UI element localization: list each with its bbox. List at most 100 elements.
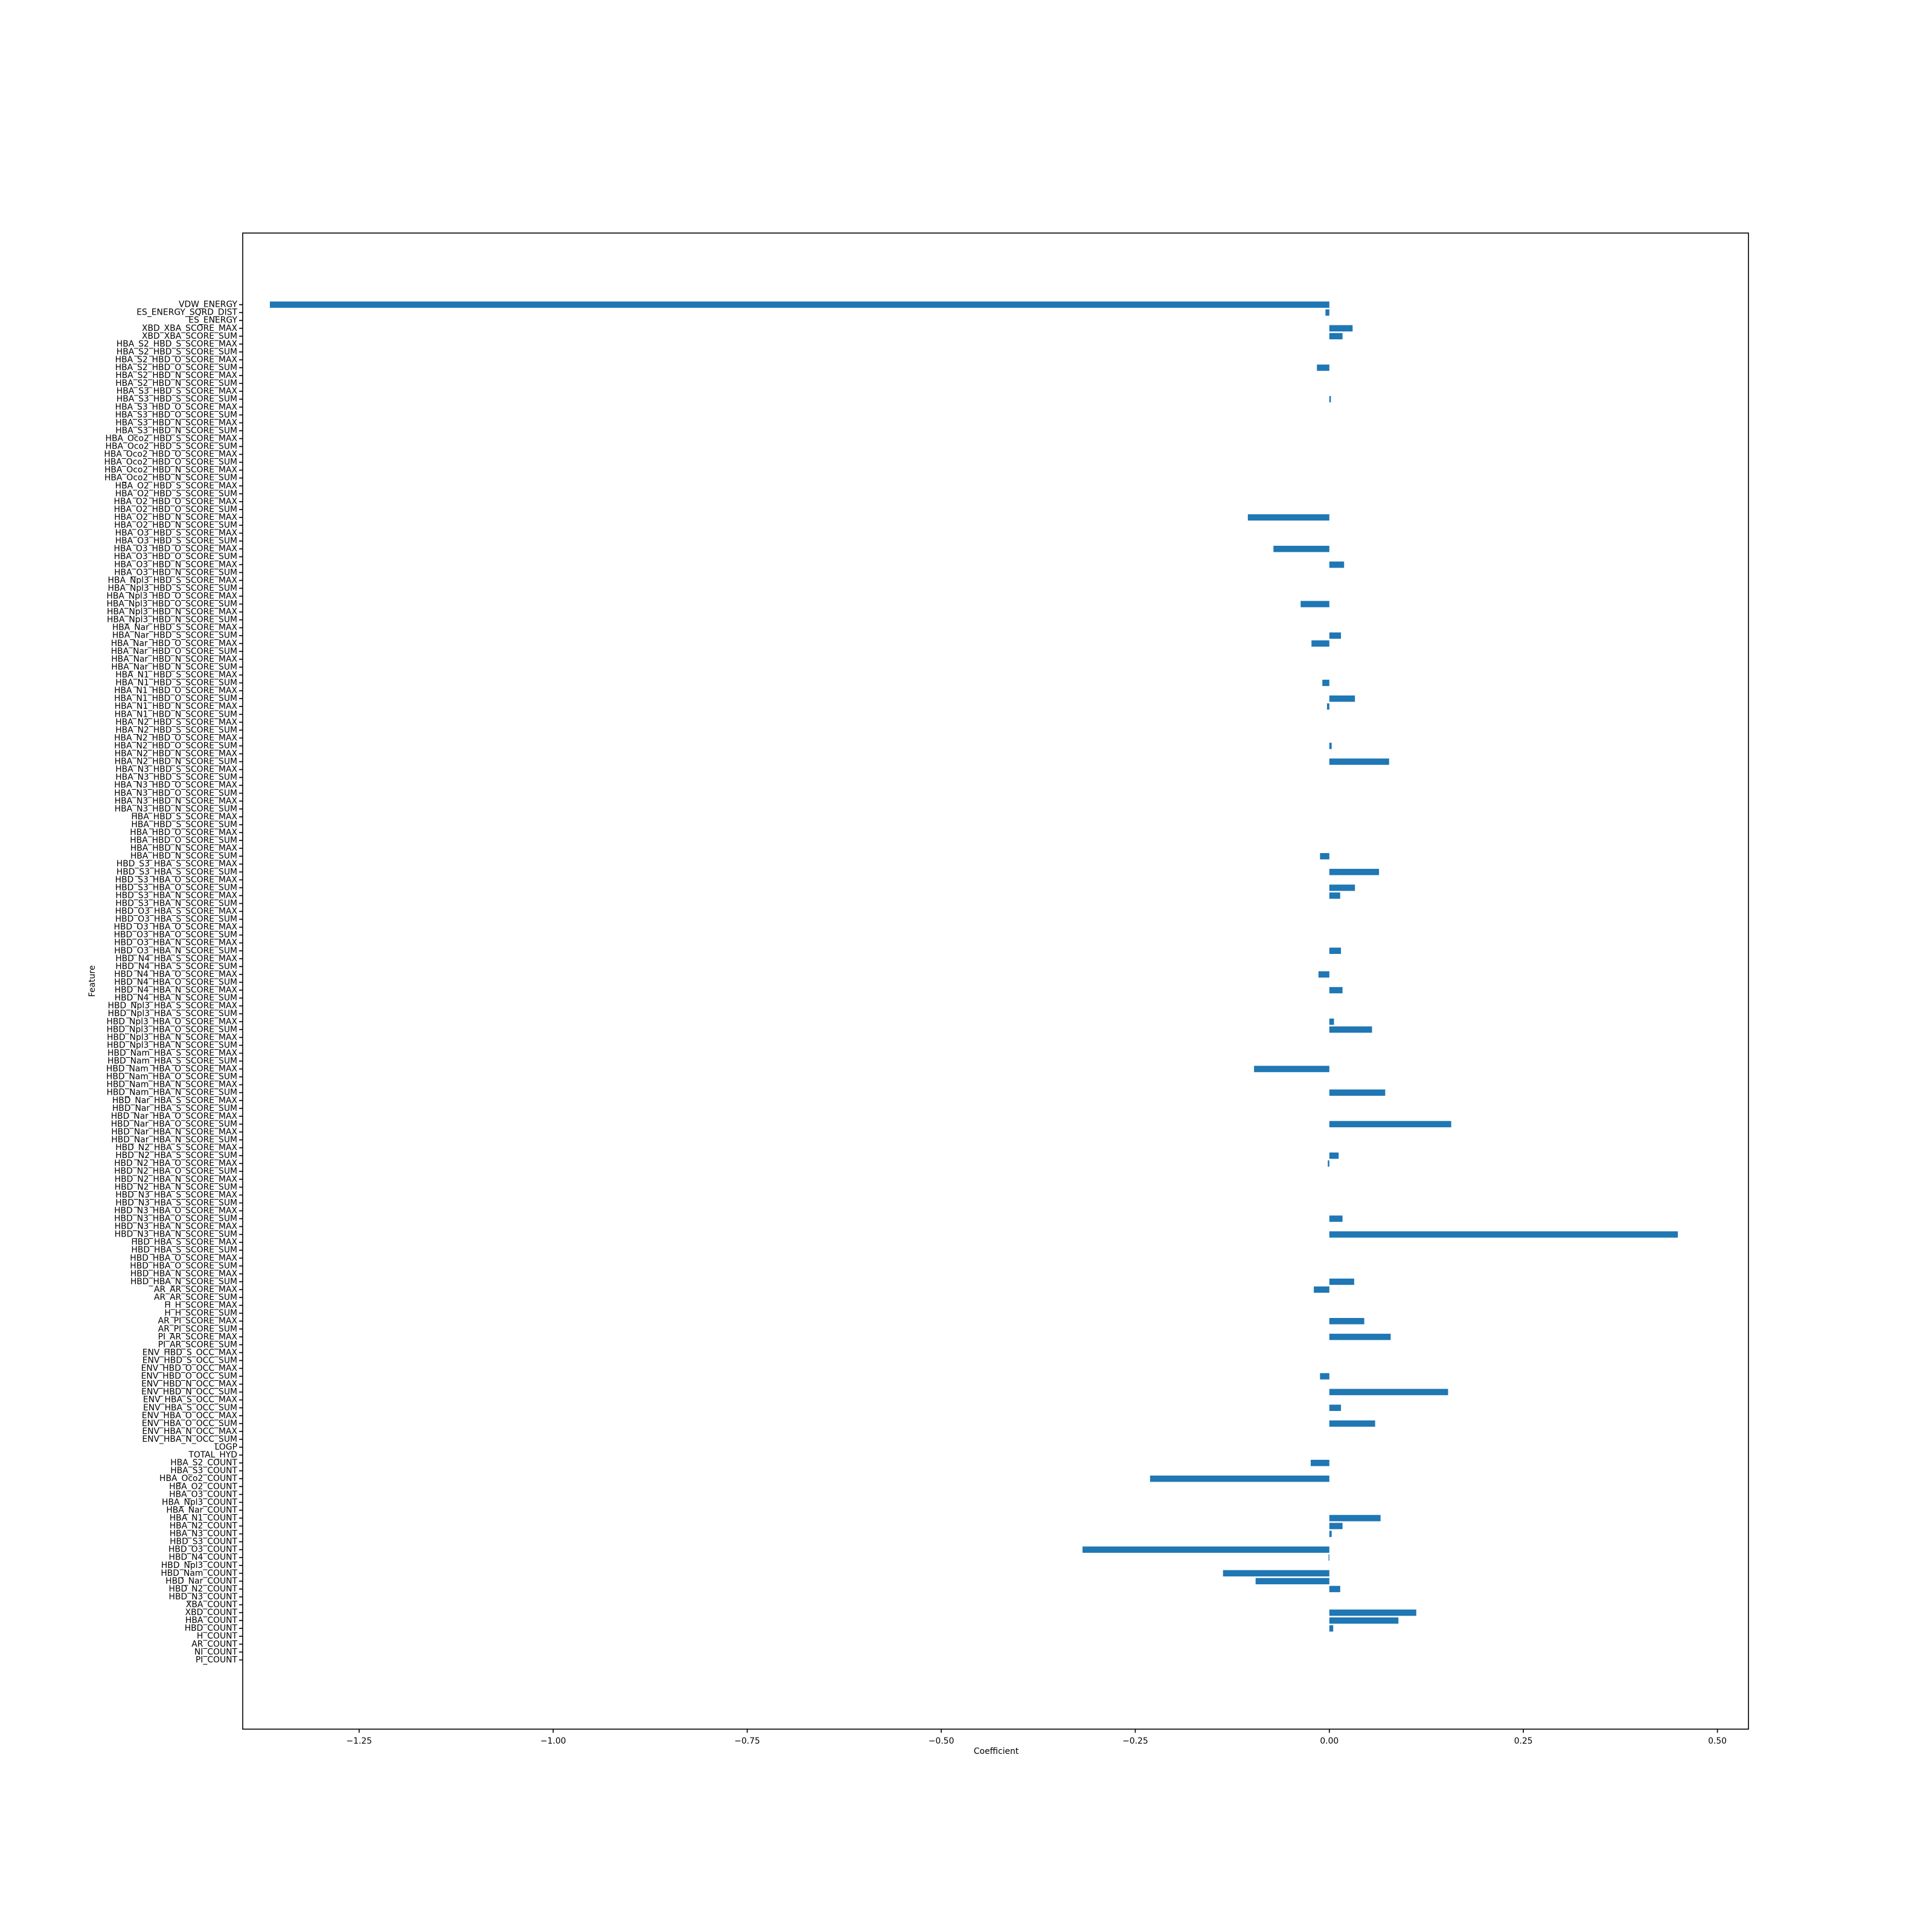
- bar-env-hba-o-occ-sum: [1329, 1420, 1375, 1427]
- y-tick-label: HBD_N3_HBA_N_SCORE_MAX: [115, 1222, 238, 1232]
- y-tick-label: NI_COUNT: [194, 1647, 238, 1657]
- y-tick-label: HBA_Npl3_HBD_N_SCORE_MAX: [107, 607, 238, 617]
- y-tick-label: HBA_S3_HBD_N_SCORE_MAX: [115, 418, 237, 427]
- y-tick-label: ENV_HBD_N_OCC_SUM: [141, 1387, 237, 1397]
- y-tick-label: HBA_S2_COUNT: [170, 1458, 237, 1468]
- y-tick-label: HBA_HBD_N_SCORE_MAX: [130, 843, 238, 853]
- y-tick-label: HBD_S3_HBA_O_SCORE_MAX: [115, 875, 238, 884]
- bar-hbd-n4-hba-o-score-max: [1318, 971, 1329, 978]
- y-tick-label: HBA_O2_HBD_O_SCORE_MAX: [114, 497, 238, 507]
- y-tick-label: HBA_N1_HBD_O_SCORE_SUM: [114, 694, 237, 703]
- y-tick-label: ENV_HBA_N_OCC_SUM: [142, 1435, 237, 1444]
- y-tick-label: HBA_N1_HBD_N_SCORE_SUM: [115, 709, 237, 719]
- y-tick-label: HBA_Oco2_HBD_S_SCORE_MAX: [106, 433, 238, 443]
- y-tick-label: HBA_Npl3_HBD_S_SCORE_SUM: [108, 583, 237, 593]
- y-tick-label: HBA_HBD_O_SCORE_SUM: [130, 836, 237, 845]
- y-tick-label: HBD_O3_HBA_S_SCORE_SUM: [115, 915, 237, 924]
- y-tick-label: HBD_Nar_HBA_O_SCORE_MAX: [111, 1112, 238, 1121]
- y-tick-label: HBD_N3_HBA_O_SCORE_MAX: [114, 1206, 237, 1215]
- y-tick-label: HBD_N3_COUNT: [169, 1592, 238, 1602]
- y-tick-label: ENV_HBA_O_OCC_SUM: [142, 1419, 237, 1428]
- y-tick-label: HBD_N2_HBA_O_SCORE_MAX: [114, 1159, 237, 1168]
- bar-es-energy-sqrd-dist: [1325, 309, 1329, 316]
- y-tick-label: HBD_Npl3_HBA_N_SCORE_SUM: [107, 1040, 237, 1050]
- y-tick-label: PI_AR_SCORE_SUM: [158, 1340, 237, 1349]
- bar-xbd-xba-score-max: [1329, 325, 1353, 331]
- y-tick-label: HBD_S3_HBA_O_SCORE_SUM: [115, 883, 237, 892]
- bar-hbd-npl3-hba-o-score-sum: [1329, 1026, 1372, 1033]
- bar-xbd-count: [1329, 1609, 1416, 1616]
- bar-hbd-nam-count: [1223, 1570, 1329, 1577]
- bar-hba-n1-hbd-o-score-sum: [1329, 695, 1355, 702]
- bar-hba-nar-hbd-o-score-max: [1311, 640, 1329, 647]
- bar-hba-s3-hbd-s-score-sum: [1329, 395, 1331, 403]
- x-tick-label: −0.50: [929, 1736, 955, 1746]
- y-tick-label: HBD_N4_HBA_N_SCORE_MAX: [115, 985, 238, 995]
- y-tick-label: ENV_HBD_N_OCC_MAX: [141, 1380, 237, 1389]
- y-tick-label: VDW_ENERGY: [179, 300, 238, 310]
- x-tick-label: −1.00: [540, 1736, 566, 1746]
- y-tick-label: HBA_N3_HBD_N_SCORE_SUM: [115, 804, 237, 814]
- y-tick-label: HBD_HBA_N_SCORE_MAX: [130, 1269, 238, 1279]
- y-tick-label: HBD_N3_HBA_S_SCORE_SUM: [115, 1198, 237, 1208]
- bar-hbd-nar-count: [1255, 1578, 1329, 1585]
- bar-hba-n2-hbd-n-score-sum: [1329, 758, 1389, 765]
- y-tick-label: HBA_Oco2_COUNT: [159, 1474, 237, 1483]
- y-tick-label: HBA_N2_HBD_O_SCORE_SUM: [114, 741, 237, 750]
- bar-hba-hbd-n-score-sum: [1320, 852, 1329, 860]
- y-tick-label: HBA_Nar_HBD_O_SCORE_SUM: [111, 647, 237, 656]
- bar-hbd-n2-hba-s-score-sum: [1329, 1152, 1339, 1159]
- y-tick-label: HBA_O3_HBD_S_SCORE_SUM: [115, 536, 237, 546]
- y-tick-label: HBA_S2_HBD_O_SCORE_MAX: [115, 355, 238, 365]
- bar-hbd-npl3-hba-o-score-max: [1329, 1019, 1334, 1025]
- y-tick-label: HBD_Nar_HBA_N_SCORE_MAX: [111, 1127, 237, 1137]
- y-tick-label: HBA_Oco2_HBD_O_SCORE_MAX: [104, 450, 237, 459]
- y-tick-label: HBA_Npl3_COUNT: [162, 1497, 237, 1507]
- bar-ar-ar-score-max: [1314, 1286, 1329, 1293]
- y-tick-label: HBA_S3_HBD_S_SCORE_SUM: [117, 394, 237, 404]
- y-tick-label: ENV_HBA_O_OCC_MAX: [142, 1411, 238, 1421]
- y-tick-label: HBA_Nar_HBD_N_SCORE_SUM: [111, 662, 237, 672]
- y-tick-label: HBA_Nar_HBD_S_SCORE_MAX: [112, 623, 238, 633]
- y-tick-label: ENV_HBD_O_OCC_SUM: [141, 1372, 237, 1381]
- y-tick-label: HBD_N2_COUNT: [169, 1584, 238, 1594]
- y-tick-label: HBA_Npl3_HBD_S_SCORE_MAX: [108, 575, 238, 585]
- y-tick-label: ENV_HBD_S_OCC_SUM: [142, 1355, 237, 1365]
- y-tick-label: HBA_O3_HBD_N_SCORE_MAX: [114, 560, 237, 569]
- y-tick-label: H_H_SCORE_MAX: [164, 1300, 237, 1310]
- x-axis-label: Coefficient: [974, 1747, 1019, 1756]
- y-tick-label: HBD_O3_HBA_S_SCORE_MAX: [115, 907, 238, 916]
- y-tick-label: HBD_Nar_HBA_O_SCORE_SUM: [111, 1119, 237, 1129]
- y-tick-label: HBD_Nar_HBA_S_SCORE_SUM: [112, 1104, 237, 1113]
- bar-hba-o2-hbd-n-score-max: [1247, 514, 1329, 521]
- y-tick-label: HBA_N2_HBD_S_SCORE_MAX: [115, 717, 237, 727]
- y-tick-label: HBA_N3_HBD_N_SCORE_MAX: [115, 796, 238, 806]
- bar-hbd-n4-hba-n-score-max: [1329, 987, 1343, 994]
- y-tick-label: HBD_Npl3_COUNT: [161, 1561, 238, 1570]
- y-tick-label: HBA_S2_HBD_S_SCORE_SUM: [117, 347, 237, 357]
- y-tick-label: HBD_O3_COUNT: [168, 1545, 238, 1555]
- bar-hbd-hba-n-score-sum: [1329, 1278, 1354, 1285]
- y-tick-label: HBA_S2_HBD_N_SCORE_SUM: [115, 379, 237, 388]
- y-tick-label: HBD_S3_HBA_N_SCORE_SUM: [115, 898, 237, 908]
- y-tick-label: HBA_N2_COUNT: [170, 1521, 238, 1531]
- y-tick-label: HBD_N4_HBA_O_SCORE_SUM: [114, 977, 237, 987]
- bar-hbd-count: [1329, 1625, 1334, 1632]
- y-tick-label: HBA_S3_HBD_O_SCORE_MAX: [115, 402, 238, 412]
- bar-env-hbd-n-occ-sum: [1329, 1389, 1448, 1395]
- y-tick-label: HBA_S3_HBD_O_SCORE_SUM: [115, 410, 237, 420]
- y-tick-label: HBA_Nar_COUNT: [166, 1505, 237, 1515]
- bar-hbd-nam-hba-n-score-sum: [1329, 1089, 1386, 1096]
- y-tick-label: XBD_XBA_SCORE_SUM: [142, 331, 237, 341]
- bar-hbd-s3-hba-o-score-sum: [1329, 884, 1355, 891]
- y-tick-label: HBD_HBA_O_SCORE_SUM: [130, 1261, 237, 1271]
- x-tick-label: −1.25: [347, 1736, 373, 1746]
- y-tick-label: HBD_Npl3_HBA_O_SCORE_MAX: [106, 1017, 237, 1026]
- y-tick-label: AR_PI_SCORE_SUM: [158, 1324, 237, 1334]
- y-tick-label: HBD_N3_HBA_S_SCORE_MAX: [115, 1190, 237, 1200]
- y-tick-label: HBD_Nam_HBA_N_SCORE_MAX: [106, 1080, 237, 1090]
- y-tick-label: HBD_Nar_HBA_S_SCORE_MAX: [112, 1096, 238, 1105]
- y-tick-label: HBA_N2_HBD_S_SCORE_SUM: [115, 725, 237, 735]
- bar-hba-o3-hbd-n-score-max: [1329, 561, 1345, 568]
- y-tick-label: AR_AR_SCORE_MAX: [154, 1285, 238, 1294]
